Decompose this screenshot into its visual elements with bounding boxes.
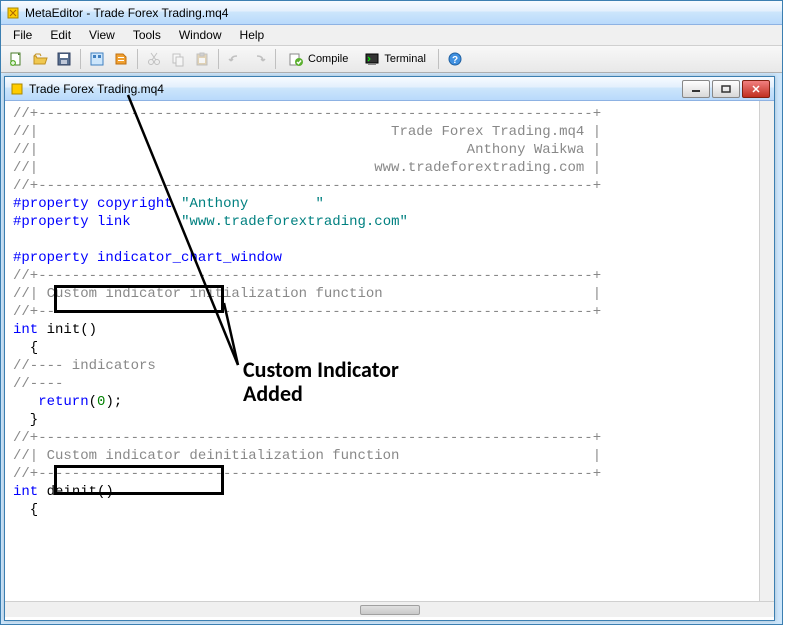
annotation-box bbox=[54, 465, 224, 495]
document-icon bbox=[9, 81, 25, 97]
toolbar-separator bbox=[137, 49, 138, 69]
copy-button[interactable] bbox=[167, 48, 189, 70]
code-kw: #property bbox=[13, 250, 89, 266]
app-icon bbox=[5, 5, 21, 21]
code-area: //+-------------------------------------… bbox=[5, 101, 774, 601]
menu-help[interactable]: Help bbox=[232, 26, 273, 44]
scrollbar-thumb[interactable] bbox=[360, 605, 420, 615]
code-line: //---- indicators bbox=[13, 358, 156, 374]
terminal-button[interactable]: Terminal bbox=[357, 48, 433, 70]
close-button[interactable] bbox=[742, 80, 770, 98]
code-kw: int bbox=[13, 484, 38, 500]
redo-button[interactable] bbox=[248, 48, 270, 70]
vertical-scrollbar[interactable] bbox=[759, 101, 774, 601]
toolbox-button[interactable] bbox=[86, 48, 108, 70]
code-fn: init() bbox=[47, 322, 97, 338]
paste-button[interactable] bbox=[191, 48, 213, 70]
code-line: //| Custom indicator deinitialization fu… bbox=[13, 448, 601, 464]
toolbar-separator bbox=[218, 49, 219, 69]
menu-edit[interactable]: Edit bbox=[42, 26, 79, 44]
code-line: //| Trade Forex Trading.mq4 | bbox=[13, 124, 601, 140]
code-line: //+-------------------------------------… bbox=[13, 106, 601, 122]
menu-tools[interactable]: Tools bbox=[125, 26, 169, 44]
maximize-button[interactable] bbox=[712, 80, 740, 98]
menu-file[interactable]: File bbox=[5, 26, 40, 44]
annotation-box bbox=[54, 285, 224, 313]
code-kw: #property bbox=[13, 214, 89, 230]
menu-view[interactable]: View bbox=[81, 26, 123, 44]
code-line: //| www.tradeforextrading.com | bbox=[13, 160, 601, 176]
undo-button[interactable] bbox=[224, 48, 246, 70]
titlebar: MetaEditor - Trade Forex Trading.mq4 bbox=[1, 1, 782, 25]
code-editor[interactable]: //+-------------------------------------… bbox=[5, 101, 759, 601]
horizontal-scrollbar[interactable] bbox=[5, 601, 774, 617]
code-line: //+-------------------------------------… bbox=[13, 268, 601, 284]
code-kw: int bbox=[13, 322, 38, 338]
code-kw: copyright bbox=[97, 196, 173, 212]
menu-window[interactable]: Window bbox=[171, 26, 230, 44]
compile-button[interactable]: Compile bbox=[281, 48, 355, 70]
document-title: Trade Forex Trading.mq4 bbox=[29, 82, 164, 96]
new-button[interactable] bbox=[5, 48, 27, 70]
code-line: //+-------------------------------------… bbox=[13, 430, 601, 446]
code-kw: indicator_chart_window bbox=[97, 250, 282, 266]
menubar: File Edit View Tools Window Help bbox=[1, 25, 782, 45]
titlebar-text: MetaEditor - Trade Forex Trading.mq4 bbox=[25, 6, 228, 20]
document-window: Trade Forex Trading.mq4 //+-------------… bbox=[4, 76, 775, 621]
code-line: //+-------------------------------------… bbox=[13, 178, 601, 194]
open-button[interactable] bbox=[29, 48, 51, 70]
terminal-label: Terminal bbox=[384, 53, 426, 65]
document-titlebar: Trade Forex Trading.mq4 bbox=[5, 77, 774, 101]
svg-text:?: ? bbox=[452, 55, 458, 66]
annotation-line-2: Added bbox=[243, 382, 399, 406]
navigator-button[interactable] bbox=[110, 48, 132, 70]
code-brace: } bbox=[13, 412, 38, 428]
code-brace: { bbox=[13, 502, 38, 518]
workspace: Trade Forex Trading.mq4 //+-------------… bbox=[1, 73, 782, 624]
code-str: "www.tradeforextrading.com" bbox=[181, 214, 408, 230]
cut-button[interactable] bbox=[143, 48, 165, 70]
code-str: "Anthony " bbox=[181, 196, 324, 212]
toolbar-separator bbox=[80, 49, 81, 69]
minimize-button[interactable] bbox=[682, 80, 710, 98]
code-brace: { bbox=[13, 340, 38, 356]
code-kw: #property bbox=[13, 196, 89, 212]
help-button[interactable]: ? bbox=[444, 48, 466, 70]
toolbar-separator bbox=[438, 49, 439, 69]
toolbar: Compile Terminal ? bbox=[1, 45, 782, 73]
compile-label: Compile bbox=[308, 53, 348, 65]
annotation-line-1: Custom Indicator bbox=[243, 358, 399, 382]
code-line: //---- bbox=[13, 376, 63, 392]
code-kw: return bbox=[13, 394, 89, 410]
save-button[interactable] bbox=[53, 48, 75, 70]
toolbar-separator bbox=[275, 49, 276, 69]
code-kw: link bbox=[97, 214, 131, 230]
annotation-text: Custom Indicator Added bbox=[243, 358, 399, 406]
code-line: //| Anthony Waikwa | bbox=[13, 142, 601, 158]
